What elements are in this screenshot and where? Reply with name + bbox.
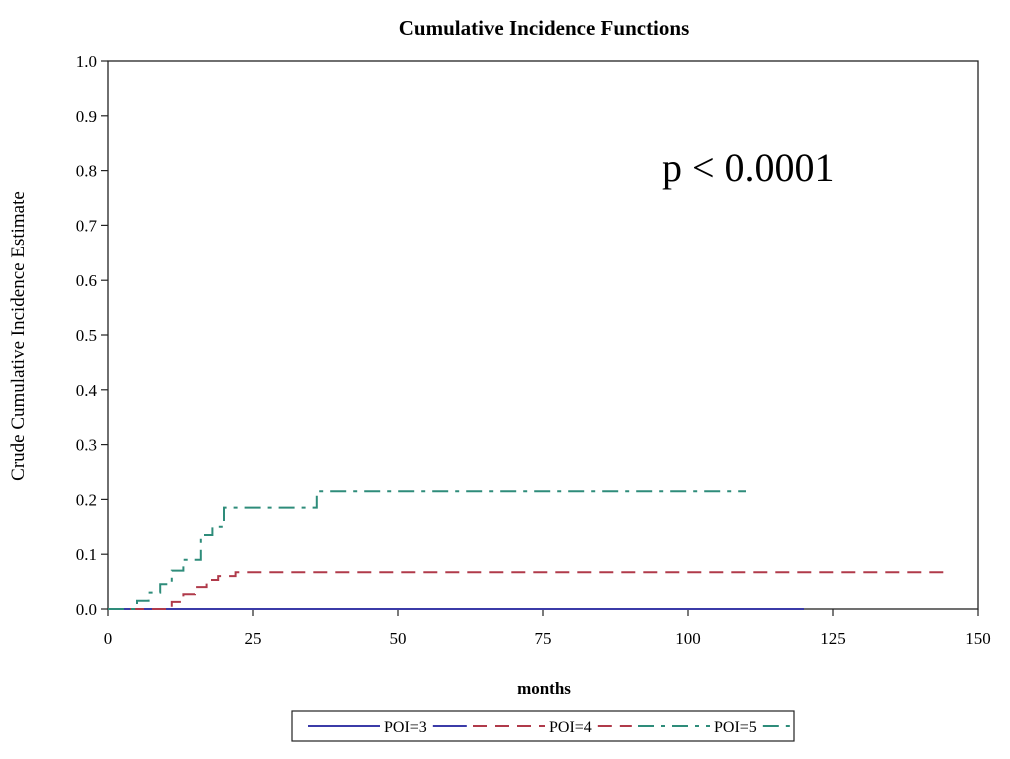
x-tick-label: 100 <box>675 629 701 648</box>
x-tick-label: 150 <box>965 629 991 648</box>
legend-label: POI=5 <box>714 719 757 736</box>
y-tick-label: 0.9 <box>76 107 97 126</box>
x-tick-label: 25 <box>245 629 262 648</box>
y-tick-label: 1.0 <box>76 52 97 71</box>
y-tick-label: 0.4 <box>76 381 98 400</box>
x-axis-label: months <box>517 679 571 698</box>
y-tick-label: 0.8 <box>76 162 97 181</box>
x-tick-label: 125 <box>820 629 846 648</box>
series-line-poi-4 <box>108 571 949 610</box>
chart-title: Cumulative Incidence Functions <box>399 16 690 40</box>
y-tick-label: 0.5 <box>76 326 97 345</box>
x-axis: 0 25 50 75 100 125 150 <box>104 609 991 648</box>
x-tick-label: 0 <box>104 629 113 648</box>
y-axis-label: Crude Cumulative Incidence Estimate <box>8 191 29 481</box>
series-layer <box>108 490 949 610</box>
legend-label: POI=4 <box>549 719 592 736</box>
series-line-poi-5 <box>108 490 746 610</box>
legend-label: POI=3 <box>384 719 427 736</box>
y-tick-label: 0.7 <box>76 216 98 235</box>
p-value-annotation: p < 0.0001 <box>662 145 835 190</box>
y-tick-label: 0.3 <box>76 436 97 455</box>
x-tick-label: 50 <box>390 629 407 648</box>
x-tick-label: 75 <box>535 629 552 648</box>
y-tick-label: 0.6 <box>76 271 97 290</box>
plot-frame <box>107 60 979 610</box>
y-axis: 0.0 0.1 0.2 0.3 0.4 0.5 0.6 0.7 0.8 0.9 1.0 <box>76 52 108 619</box>
y-tick-label: 0.0 <box>76 600 97 619</box>
y-tick-label: 0.2 <box>76 490 97 509</box>
y-tick-label: 0.1 <box>76 545 97 564</box>
legend: POI=3 POI=4 POI=5 <box>291 710 797 742</box>
